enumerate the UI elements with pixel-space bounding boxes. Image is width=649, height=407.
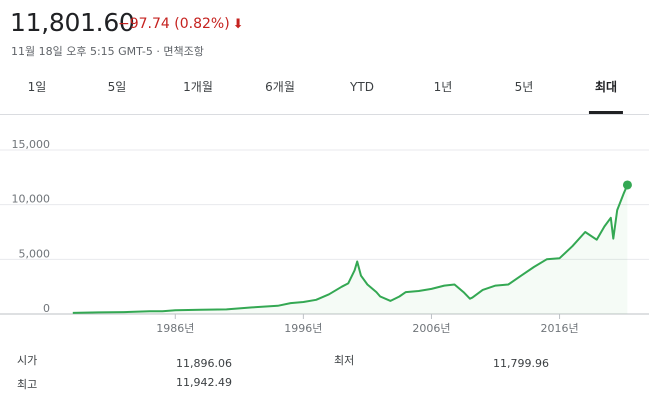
x-tick-label: 1986년 xyxy=(156,322,194,335)
arrow-down-icon: ⬇ xyxy=(232,17,244,32)
x-tick-label: 2006년 xyxy=(412,322,450,335)
low-label: 최저 xyxy=(334,354,355,367)
low-value: 11,799.96 xyxy=(493,357,549,370)
y-tick-label: 5,000 xyxy=(19,247,51,260)
tab-1d[interactable]: 1일 xyxy=(27,80,47,94)
x-tick-label: 2016년 xyxy=(540,322,578,335)
tab-1m[interactable]: 1개월 xyxy=(183,80,213,94)
current-price: 11,801.60 xyxy=(10,8,135,37)
tab-max[interactable]: 최대 xyxy=(588,72,624,114)
y-tick-label: 0 xyxy=(43,302,50,315)
tab-5y[interactable]: 5년 xyxy=(514,80,534,94)
tab-1y[interactable]: 1년 xyxy=(433,80,453,94)
price-change-value: −97.74 (0.82%) xyxy=(118,16,230,32)
price-area xyxy=(72,185,628,314)
price-line xyxy=(72,184,629,314)
tab-5d[interactable]: 5일 xyxy=(107,80,127,94)
last-price-dot xyxy=(622,180,632,190)
quote-timestamp: 11월 18일 오후 5:15 GMT-5 · 면책조항 xyxy=(11,45,204,58)
high-value: 11,942.49 xyxy=(176,376,232,389)
y-tick-label: 10,000 xyxy=(12,193,51,206)
y-tick-label: 15,000 xyxy=(12,138,51,151)
tab-6m[interactable]: 6개월 xyxy=(265,80,295,94)
x-tick-label: 1996년 xyxy=(284,322,322,335)
open-value: 11,896.06 xyxy=(176,357,232,370)
price-change: −97.74 (0.82%) ⬇ xyxy=(118,16,244,32)
price-chart[interactable]: 15,000 10,000 5,000 0 1986년 1996년 2006년 2016년 xyxy=(0,120,649,342)
range-tabs: 1일 5일 1개월 6개월 YTD 1년 5년 최대 xyxy=(0,72,649,115)
high-label: 최고 xyxy=(17,378,38,391)
tab-ytd[interactable]: YTD xyxy=(350,80,374,94)
open-label: 시가 xyxy=(17,354,38,367)
